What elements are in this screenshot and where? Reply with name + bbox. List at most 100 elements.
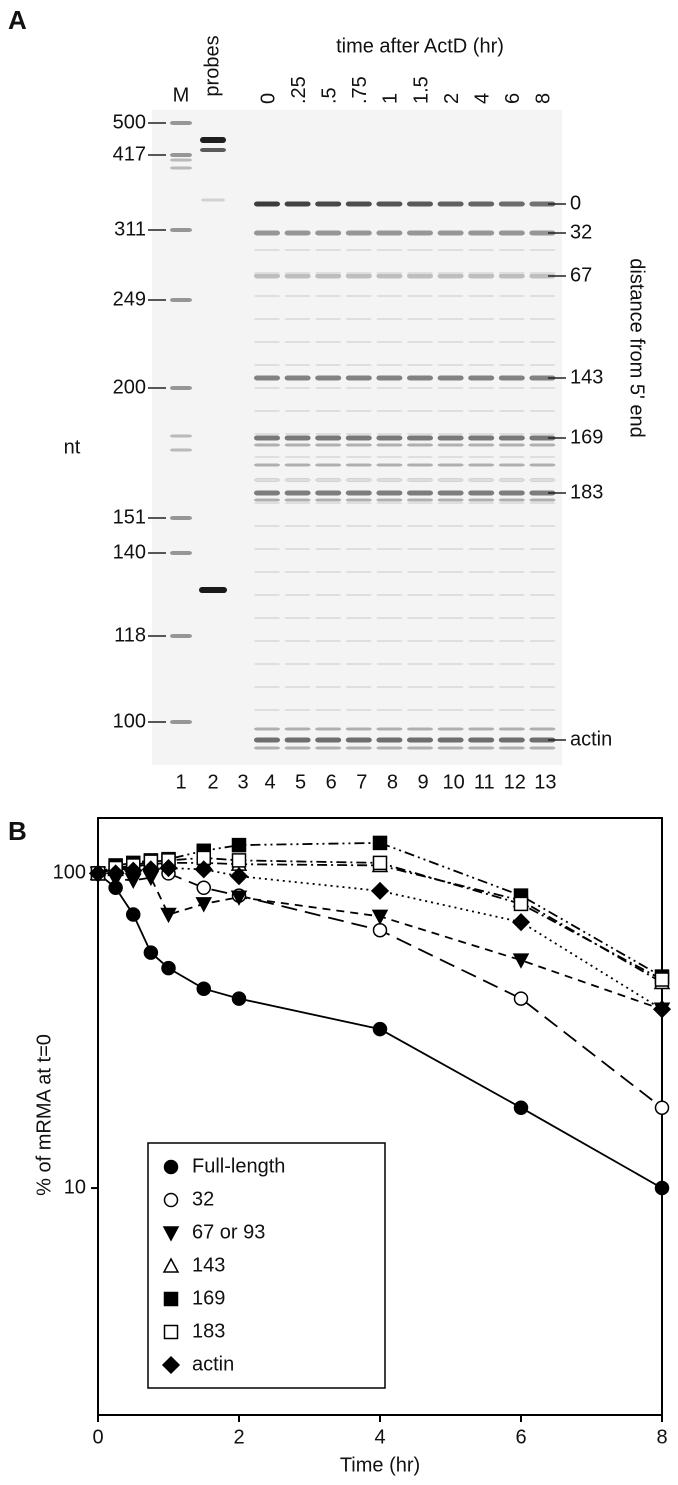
gel-band xyxy=(437,230,464,236)
gel-band xyxy=(468,746,495,750)
gel-band xyxy=(284,295,311,297)
gel-band xyxy=(437,456,464,458)
time-label: 0 xyxy=(257,93,279,104)
size-marker-label: 140 xyxy=(113,541,146,563)
gel-band xyxy=(315,272,342,274)
gel-band xyxy=(529,490,556,496)
x-tick-label: 6 xyxy=(515,1426,526,1448)
gel-band xyxy=(498,490,525,496)
gel-band xyxy=(376,364,403,366)
gel-band xyxy=(170,166,192,170)
gel-band xyxy=(254,727,280,731)
gel-band xyxy=(254,686,280,688)
gel-band xyxy=(376,594,403,596)
gel-band xyxy=(315,498,342,502)
marker xyxy=(231,837,247,853)
gel-band xyxy=(376,273,403,279)
gel-band xyxy=(529,617,556,619)
marker xyxy=(229,867,249,886)
gel-band xyxy=(407,387,433,389)
gel-band xyxy=(345,727,372,731)
marker xyxy=(513,896,529,912)
gel-band xyxy=(529,273,556,279)
gel-band xyxy=(284,435,311,441)
gel-band xyxy=(529,594,556,596)
gel-band xyxy=(468,341,495,343)
gel-band xyxy=(315,746,342,750)
gel-band xyxy=(437,709,464,711)
y-tick-label: 10 xyxy=(64,1176,86,1198)
lane-number: 1 xyxy=(175,771,186,793)
marker xyxy=(511,913,531,932)
marker xyxy=(124,861,143,880)
gel-band xyxy=(315,640,342,642)
gel-band xyxy=(437,443,464,447)
gel-band xyxy=(284,318,311,320)
gel-band xyxy=(345,456,372,458)
gel-band xyxy=(437,318,464,320)
gel-band xyxy=(315,479,342,481)
gel-band xyxy=(437,249,464,251)
marker xyxy=(372,1021,388,1037)
gel-band xyxy=(170,153,192,157)
gel-band xyxy=(345,272,372,274)
size-unit: nt xyxy=(64,436,81,458)
gel-band xyxy=(437,686,464,688)
gel-band xyxy=(437,548,464,550)
gel-band xyxy=(254,375,280,381)
gel-band xyxy=(407,249,433,251)
gel-band xyxy=(407,375,433,381)
gel-band xyxy=(498,571,525,573)
size-marker-label: 200 xyxy=(113,376,146,398)
gel-band xyxy=(529,727,556,731)
legend-label: Full-length xyxy=(192,1155,285,1177)
gel-band xyxy=(254,709,280,711)
gel-band xyxy=(315,375,342,381)
gel-band xyxy=(498,640,525,642)
gel-band xyxy=(315,201,342,207)
gel-band xyxy=(468,490,495,496)
lane-number: 6 xyxy=(326,771,337,793)
gel-band xyxy=(254,463,280,467)
gel-band xyxy=(498,525,525,527)
gel-band xyxy=(170,228,192,232)
gel-band xyxy=(284,490,311,496)
gel-band xyxy=(284,502,311,504)
gel-band xyxy=(284,663,311,665)
gel-band xyxy=(376,479,403,481)
legend-label: 32 xyxy=(192,1188,214,1210)
gel-band xyxy=(468,410,495,412)
gel-band xyxy=(407,525,433,527)
gel-band xyxy=(376,686,403,688)
gel-band xyxy=(407,273,433,279)
panel-label: A xyxy=(8,5,27,35)
gel-band xyxy=(407,295,433,297)
gel-band xyxy=(284,479,311,481)
lane-header: M xyxy=(173,84,190,106)
gel-band xyxy=(468,364,495,366)
legend-label: actin xyxy=(192,1353,234,1375)
gel-band xyxy=(498,746,525,750)
gel-band xyxy=(498,375,525,381)
gel-band xyxy=(498,201,525,207)
marker xyxy=(196,981,211,996)
gel-band xyxy=(170,720,192,724)
gel-band xyxy=(170,121,192,125)
gel-band xyxy=(468,456,495,458)
gel-band xyxy=(468,230,495,236)
marker xyxy=(196,880,211,896)
band-label: 143 xyxy=(570,366,603,388)
gel-band xyxy=(284,737,311,743)
gel-band xyxy=(170,386,192,390)
gel-band xyxy=(437,490,464,496)
gel-band xyxy=(498,502,525,504)
gel-band xyxy=(199,587,227,593)
gel-band xyxy=(529,548,556,550)
gel-band xyxy=(376,341,403,343)
gel-band xyxy=(284,709,311,711)
gel-band xyxy=(376,435,403,441)
gel-band xyxy=(437,727,464,731)
gel-band xyxy=(437,746,464,750)
gel-band xyxy=(407,410,433,412)
gel-band xyxy=(407,498,433,502)
